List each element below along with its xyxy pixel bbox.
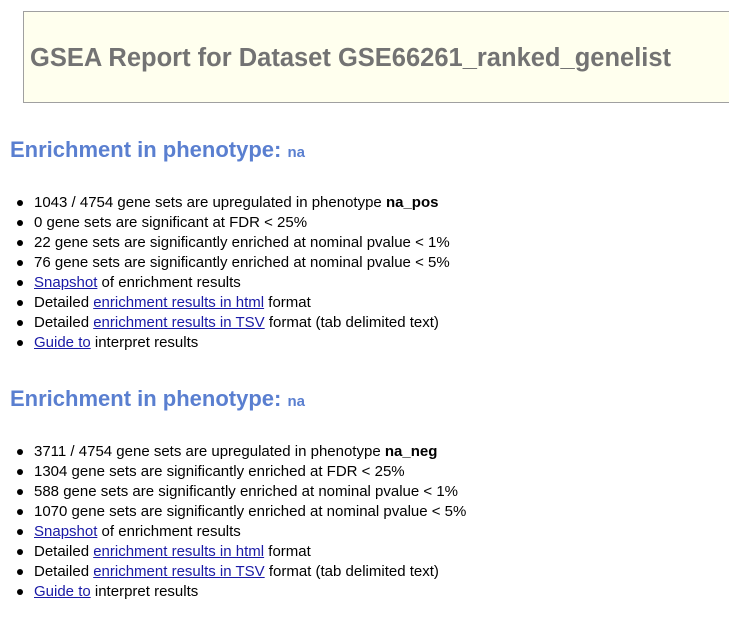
bullet-icon (17, 300, 23, 306)
section-na-pos: Enrichment in phenotype: na (10, 137, 305, 166)
html-results-link[interactable]: enrichment results in html (93, 543, 265, 560)
list-item: 1304 gene sets are significantly enriche… (17, 462, 466, 482)
pvalue-1-text: 22 gene sets are significantly enriched … (34, 234, 450, 251)
html-results-link[interactable]: enrichment results in html (93, 294, 265, 311)
tsv-suffix: format (tab delimited text) (264, 314, 439, 331)
tsv-results-link[interactable]: enrichment results in TSV (93, 314, 265, 331)
list-item: 1043 / 4754 gene sets are upregulated in… (17, 193, 450, 213)
bullet-icon (17, 260, 23, 266)
html-suffix: format (264, 543, 311, 560)
list-item: Detailed enrichment results in TSV forma… (17, 562, 466, 582)
bullet-icon (17, 509, 23, 515)
results-list-na-neg: 3711 / 4754 gene sets are upregulated in… (17, 442, 467, 602)
fdr-text: 1304 gene sets are significantly enriche… (34, 463, 405, 480)
bullet-icon (17, 589, 23, 595)
phenotype-name: na_pos (385, 194, 439, 211)
guide-suffix: interpret results (90, 334, 199, 351)
fdr-text: 0 gene sets are significant at FDR < 25% (34, 214, 308, 231)
list-item: 0 gene sets are significant at FDR < 25% (17, 213, 450, 233)
tsv-prefix: Detailed (34, 314, 94, 331)
upregulated-text: 3711 / 4754 gene sets are upregulated in… (34, 443, 385, 460)
list-item: Detailed enrichment results in html form… (17, 293, 450, 313)
results-list-na-pos: 1043 / 4754 gene sets are upregulated in… (17, 193, 450, 353)
list-item: Snapshot of enrichment results (17, 273, 450, 293)
snapshot-link[interactable]: Snapshot (34, 274, 98, 291)
pvalue-1-text: 588 gene sets are significantly enriched… (34, 483, 459, 500)
guide-link[interactable]: Guide to (34, 334, 91, 351)
list-item: 3711 / 4754 gene sets are upregulated in… (17, 442, 466, 462)
bullet-icon (17, 200, 23, 206)
html-prefix: Detailed (34, 294, 94, 311)
section-heading-label: Enrichment in phenotype: (10, 137, 282, 162)
tsv-results-link[interactable]: enrichment results in TSV (93, 563, 265, 580)
guide-suffix: interpret results (90, 583, 199, 600)
list-item: 1070 gene sets are significantly enriche… (17, 502, 467, 522)
bullet-icon (17, 489, 23, 495)
guide-link[interactable]: Guide to (34, 583, 91, 600)
snapshot-link[interactable]: Snapshot (34, 523, 98, 540)
section-heading: Enrichment in phenotype: na (10, 137, 305, 166)
pvalue-5-text: 76 gene sets are significantly enriched … (34, 254, 450, 271)
phenotype-name: na_neg (384, 443, 438, 460)
report-header: GSEA Report for Dataset GSE66261_ranked_… (23, 11, 729, 103)
pvalue-5-text: 1070 gene sets are significantly enriche… (34, 503, 467, 520)
section-phenotype: na (287, 144, 305, 161)
bullet-icon (17, 529, 23, 535)
bullet-icon (17, 220, 23, 226)
bullet-icon (17, 280, 23, 286)
snapshot-suffix: of enrichment results (97, 274, 241, 291)
section-phenotype: na (287, 393, 305, 410)
list-item: Detailed enrichment results in TSV forma… (17, 313, 450, 333)
tsv-prefix: Detailed (34, 563, 94, 580)
list-item: Guide to interpret results (17, 582, 466, 602)
list-item: Snapshot of enrichment results (17, 522, 466, 542)
bullet-icon (17, 569, 23, 575)
bullet-icon (17, 320, 23, 326)
list-item: 22 gene sets are significantly enriched … (17, 233, 450, 253)
bullet-icon (17, 340, 23, 346)
bullet-icon (17, 449, 23, 455)
section-na-neg: Enrichment in phenotype: na (10, 386, 305, 415)
bullet-icon (17, 549, 23, 555)
list-item: Guide to interpret results (17, 333, 450, 353)
html-suffix: format (264, 294, 311, 311)
bullet-icon (17, 240, 23, 246)
list-item: Detailed enrichment results in html form… (17, 542, 466, 562)
snapshot-suffix: of enrichment results (97, 523, 241, 540)
upregulated-text: 1043 / 4754 gene sets are upregulated in… (34, 194, 386, 211)
section-heading-label: Enrichment in phenotype: (10, 386, 282, 411)
list-item: 588 gene sets are significantly enriched… (17, 482, 466, 502)
list-item: 76 gene sets are significantly enriched … (17, 253, 450, 273)
bullet-icon (17, 469, 23, 475)
html-prefix: Detailed (34, 543, 94, 560)
page-title: GSEA Report for Dataset GSE66261_ranked_… (30, 44, 672, 72)
tsv-suffix: format (tab delimited text) (264, 563, 439, 580)
section-heading: Enrichment in phenotype: na (10, 386, 305, 415)
